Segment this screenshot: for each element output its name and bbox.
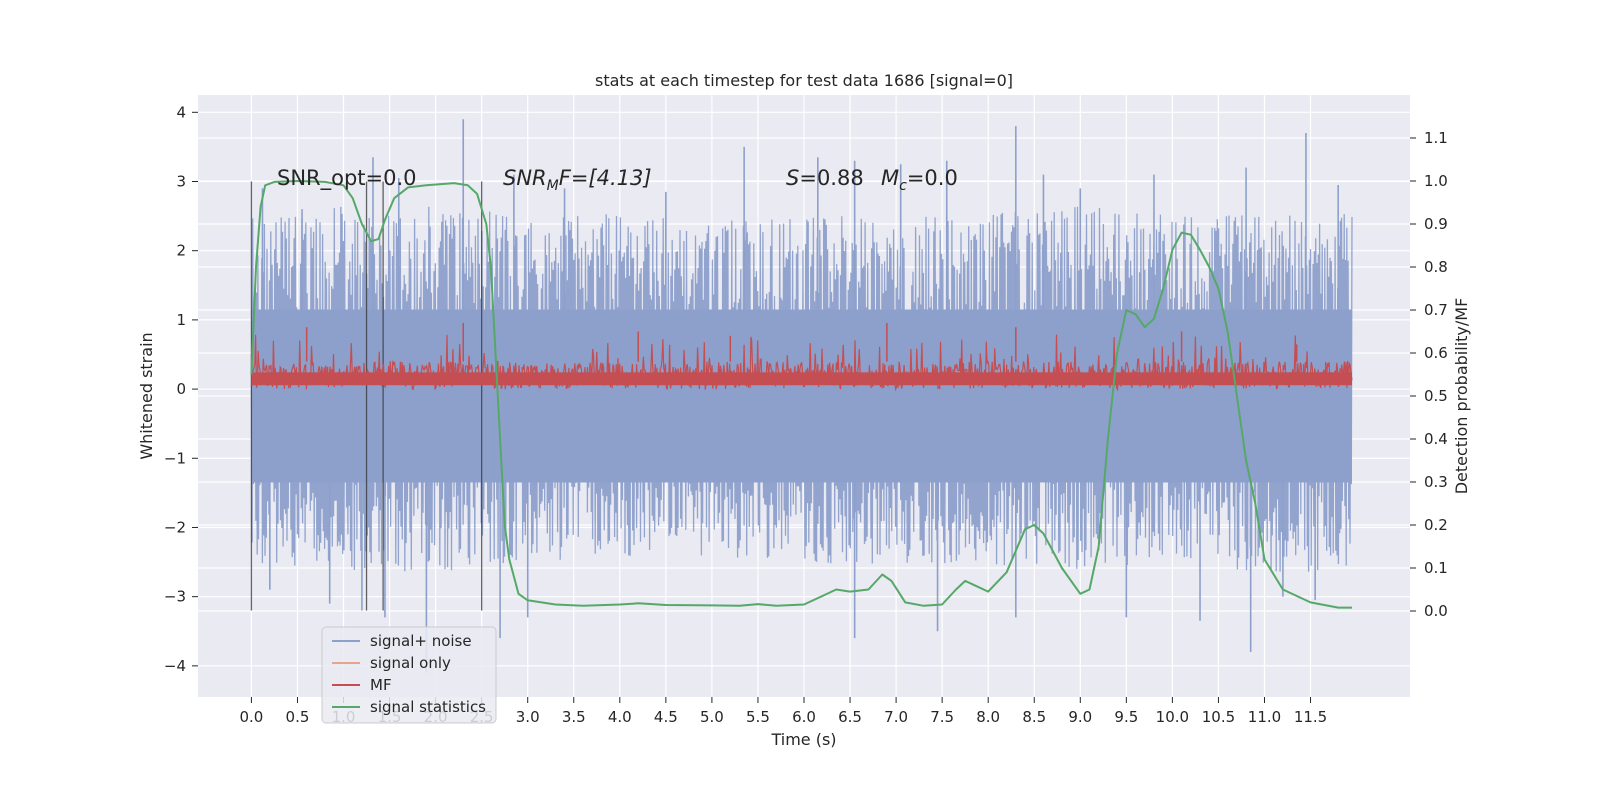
annotation-mc-rest: =0.0 bbox=[907, 166, 958, 190]
y-right-tick-label: 0.6 bbox=[1424, 344, 1448, 362]
legend-label: MF bbox=[370, 676, 392, 694]
legend-label: signal+ noise bbox=[370, 632, 472, 650]
annotation-mc: Mc=0.0 bbox=[881, 166, 958, 194]
x-tick-label: 6.5 bbox=[838, 708, 862, 726]
annotation-snr-mf-main: SNR bbox=[503, 166, 547, 190]
x-tick-label: 11.5 bbox=[1294, 708, 1327, 726]
series-signal-noise bbox=[250, 119, 1353, 673]
y-left-tick-label: −1 bbox=[164, 449, 186, 467]
y-right-tick-label: 0.1 bbox=[1424, 559, 1448, 577]
y-right-tick-label: 0.8 bbox=[1424, 258, 1448, 276]
y-right-tick-label: 0.9 bbox=[1424, 215, 1448, 233]
y-left-tick-label: 3 bbox=[176, 172, 186, 190]
y-right-tick-label: 0.5 bbox=[1424, 387, 1448, 405]
x-tick-label: 7.5 bbox=[930, 708, 954, 726]
y-left-tick-label: 4 bbox=[176, 103, 186, 121]
x-tick-label: 7.0 bbox=[884, 708, 908, 726]
y-right-tick-label: 0.0 bbox=[1424, 602, 1448, 620]
x-tick-label: 8.0 bbox=[976, 708, 1000, 726]
y-left-tick-label: −2 bbox=[164, 518, 186, 536]
y-left-tick-label: 1 bbox=[176, 311, 186, 329]
x-tick-label: 9.5 bbox=[1114, 708, 1138, 726]
x-tick-label: 3.0 bbox=[516, 708, 540, 726]
x-tick-label: 9.0 bbox=[1068, 708, 1092, 726]
y-axis-left-label: Whitened strain bbox=[137, 332, 156, 459]
right-axis: 0.0 0.1 0.2 0.3 0.4 0.5 0.6 0.7 0.8 0.9 1.0 1.1 bbox=[1410, 129, 1448, 620]
annotation-snr-opt: SNR_opt=0.0 bbox=[277, 166, 417, 191]
x-tick-label: 8.5 bbox=[1022, 708, 1046, 726]
x-tick-label: 0.5 bbox=[286, 708, 310, 726]
series-mf bbox=[250, 322, 1353, 392]
y-left-tick-label: 2 bbox=[176, 242, 186, 260]
y-left-tick-label: 0 bbox=[176, 380, 186, 398]
annotation-s-main: S bbox=[786, 166, 799, 190]
left-axis: −4 −3 −2 −1 0 1 2 3 4 bbox=[164, 103, 198, 675]
legend-box bbox=[321, 626, 497, 724]
annotation-snr-mf-sub: M bbox=[547, 178, 559, 194]
x-tick-label: 10.0 bbox=[1156, 708, 1189, 726]
annotation-s: S=0.88 bbox=[786, 166, 864, 190]
y-right-tick-label: 0.7 bbox=[1424, 301, 1448, 319]
legend-label: signal only bbox=[370, 654, 451, 672]
x-tick-label: 3.5 bbox=[562, 708, 586, 726]
x-axis-label: Time (s) bbox=[770, 730, 836, 749]
y-right-tick-label: 0.3 bbox=[1424, 473, 1448, 491]
x-tick-label: 5.5 bbox=[746, 708, 770, 726]
x-tick-label: 11.0 bbox=[1248, 708, 1281, 726]
x-tick-label: 4.5 bbox=[654, 708, 678, 726]
y-right-tick-label: 1.1 bbox=[1424, 129, 1448, 147]
legend-label: signal statistics bbox=[370, 698, 486, 716]
x-tick-label: 0.0 bbox=[239, 708, 263, 726]
chart-title: stats at each timestep for test data 168… bbox=[595, 71, 1013, 90]
vertical-markers bbox=[250, 181, 483, 611]
annotation-mc-main: M bbox=[881, 166, 899, 190]
annotation-mc-sub: c bbox=[899, 178, 907, 194]
y-right-tick-label: 0.4 bbox=[1424, 430, 1448, 448]
annotation-s-rest: =0.88 bbox=[799, 166, 863, 190]
y-right-tick-label: 0.2 bbox=[1424, 516, 1448, 534]
series-signal-statistics bbox=[250, 180, 1352, 609]
y-right-tick-label: 1.0 bbox=[1424, 172, 1448, 190]
noise-core-band bbox=[251, 309, 1352, 483]
y-axis-right-label: Detection probability/MF bbox=[1452, 298, 1471, 495]
annotation-snr-mf-rest: F=[4.13] bbox=[559, 166, 652, 190]
y-left-tick-label: −3 bbox=[164, 588, 186, 606]
series-layer bbox=[250, 119, 1353, 673]
mf-trace bbox=[250, 334, 1353, 392]
legend: signal+ noise signal only MF signal statist… bbox=[321, 626, 497, 724]
mf-core-band bbox=[251, 372, 1352, 386]
annotation-snr-mf: SNRMF=[4.13] bbox=[503, 166, 652, 194]
x-tick-label: 5.0 bbox=[700, 708, 724, 726]
x-tick-label: 10.5 bbox=[1202, 708, 1235, 726]
signal-statistics-line bbox=[250, 180, 1352, 609]
x-tick-label: 6.0 bbox=[792, 708, 816, 726]
y-left-tick-label: −4 bbox=[164, 657, 186, 675]
x-tick-label: 4.0 bbox=[608, 708, 632, 726]
